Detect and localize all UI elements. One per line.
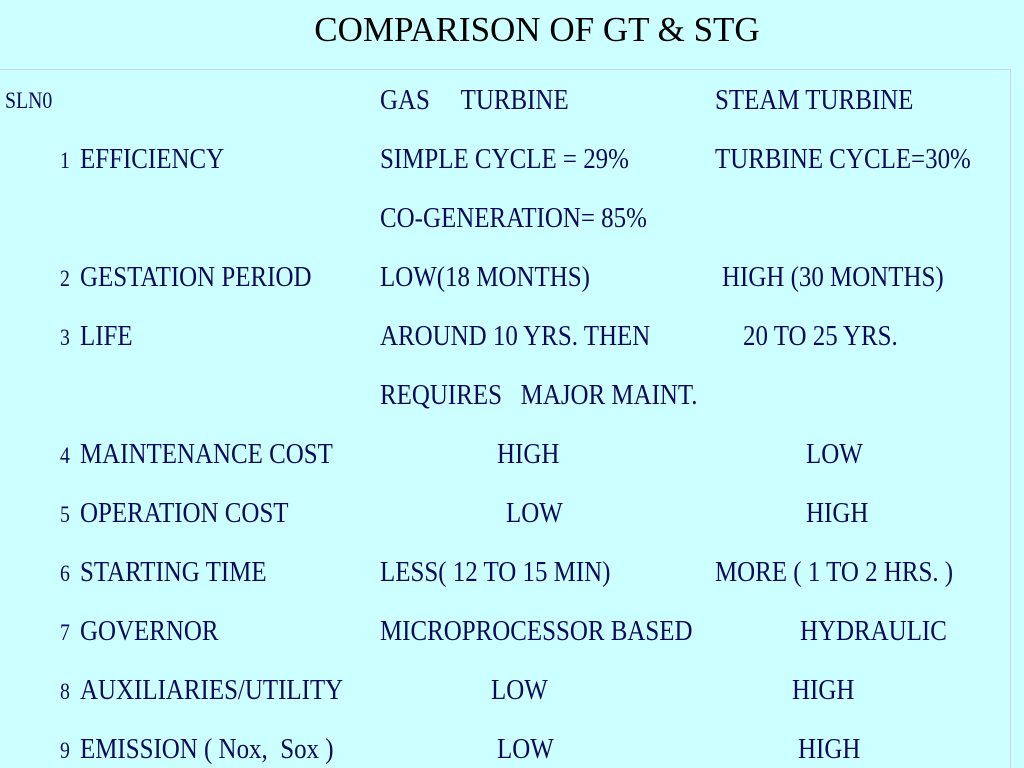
row-number: 1 <box>60 148 70 173</box>
parameter: MAINTENANCE COST <box>80 438 333 470</box>
divider <box>1010 69 1011 768</box>
gas-turbine-value: LOW(18 MONTHS) <box>380 261 590 293</box>
steam-turbine-value: HIGH <box>806 497 869 529</box>
steam-turbine-value: HYDRAULIC <box>800 615 947 647</box>
header-number: SLN0 <box>5 88 53 113</box>
steam-turbine-value: TURBINE CYCLE=30% <box>715 143 971 175</box>
steam-turbine-value: 20 TO 25 YRS. <box>743 320 898 352</box>
parameter: GOVERNOR <box>80 615 219 647</box>
divider <box>0 69 1010 70</box>
steam-turbine-value: HIGH <box>792 674 855 706</box>
parameter: LIFE <box>80 320 133 352</box>
row-number: 9 <box>60 738 70 763</box>
parameter: AUXILIARIES/UTILITY <box>80 674 344 706</box>
row-number: 3 <box>60 325 70 350</box>
gas-turbine-value: MICROPROCESSOR BASED <box>380 615 693 647</box>
slide-title: COMPARISON OF GT & STG <box>314 10 760 49</box>
gas-turbine-value: AROUND 10 YRS. THEN <box>380 320 651 352</box>
row-number: 7 <box>60 620 70 645</box>
row-number: 6 <box>60 561 70 586</box>
row-number: 4 <box>60 443 70 468</box>
gas-turbine-value: LOW <box>497 733 554 765</box>
gas-turbine-value: SIMPLE CYCLE = 29% <box>380 143 629 175</box>
row-number: 8 <box>60 679 70 704</box>
parameter: EMISSION ( Nox, Sox ) <box>80 733 334 765</box>
row-number: 2 <box>60 266 70 291</box>
parameter: EFFICIENCY <box>80 143 225 175</box>
gas-turbine-value: REQUIRES MAJOR MAINT. <box>380 379 698 411</box>
gas-turbine-value: CO-GENERATION= 85% <box>380 202 647 234</box>
steam-turbine-value: LOW <box>806 438 863 470</box>
header-gas: GAS TURBINE <box>380 84 569 116</box>
gas-turbine-value: LOW <box>491 674 548 706</box>
steam-turbine-value: HIGH (30 MONTHS) <box>722 261 944 293</box>
steam-turbine-value: MORE ( 1 TO 2 HRS. ) <box>715 556 954 588</box>
steam-turbine-value: HIGH <box>798 733 861 765</box>
parameter: GESTATION PERIOD <box>80 261 312 293</box>
gas-turbine-value: LESS( 12 TO 15 MIN) <box>380 556 611 588</box>
gas-turbine-value: LOW <box>506 497 563 529</box>
header-steam: STEAM TURBINE <box>715 84 914 116</box>
parameter: OPERATION COST <box>80 497 289 529</box>
row-number: 5 <box>60 502 70 527</box>
gas-turbine-value: HIGH <box>497 438 560 470</box>
parameter: STARTING TIME <box>80 556 267 588</box>
